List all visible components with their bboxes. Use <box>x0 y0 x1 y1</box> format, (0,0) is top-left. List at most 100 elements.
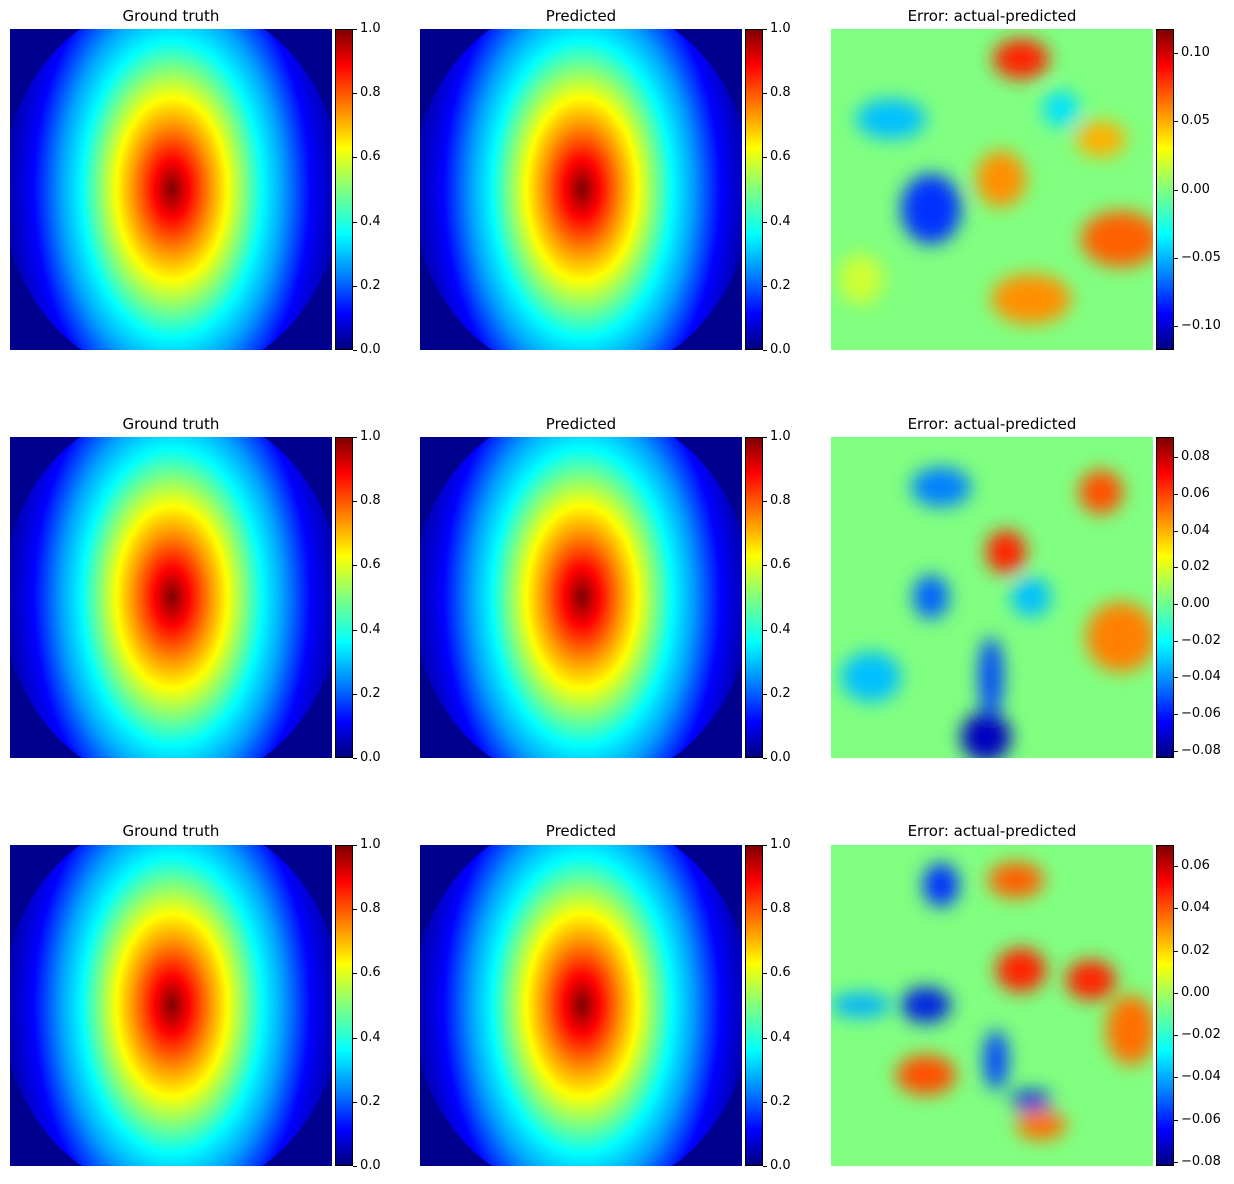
colorbar-tick-label: 0.0 <box>770 342 791 357</box>
colorbar-tick <box>353 501 357 502</box>
colorbar-tick <box>763 973 767 974</box>
colorbar-tick-label: 1.0 <box>770 429 791 444</box>
colorbar-tick-label: 0.04 <box>1181 523 1210 538</box>
panel-title: Ground truth <box>122 415 220 433</box>
colorbar-tick <box>1174 908 1178 909</box>
colorbar-tick <box>353 565 357 566</box>
colorbar-tick-label: 0.8 <box>360 901 381 916</box>
colorbar-tick-label: 0.08 <box>1181 449 1210 464</box>
colorbar-tick-label: 0.2 <box>360 278 381 293</box>
heatmap-ground-truth <box>10 845 332 1166</box>
colorbar-tick-label: 0.4 <box>770 214 791 229</box>
colorbar-tick <box>1174 326 1178 327</box>
colorbar-tick-label: 0.8 <box>770 493 791 508</box>
colorbar-tick <box>1174 993 1178 994</box>
colorbar-tick <box>1174 531 1178 532</box>
colorbar-tick-label: 0.4 <box>360 1030 381 1045</box>
colorbar-tick <box>763 630 767 631</box>
colorbar-tick-label: 0.2 <box>360 686 381 701</box>
colorbar-tick <box>763 350 767 351</box>
colorbar-tick <box>1174 714 1178 715</box>
colorbar-tick <box>1174 1120 1178 1121</box>
colorbar-tick-label: 0.4 <box>770 1030 791 1045</box>
colorbar-tick <box>353 909 357 910</box>
colorbar-tick <box>763 157 767 158</box>
colorbar-tick-label: −0.05 <box>1181 250 1221 265</box>
colorbar-tick <box>353 1102 357 1103</box>
colorbar-tick-label: 0.6 <box>360 557 381 572</box>
colorbar-tick <box>1174 641 1178 642</box>
colorbar-tick <box>1174 677 1178 678</box>
colorbar <box>335 845 353 1166</box>
colorbar-tick-label: 0.4 <box>360 214 381 229</box>
colorbar-tick-label: 1.0 <box>360 21 381 36</box>
colorbar-tick-label: 0.02 <box>1181 559 1210 574</box>
colorbar-tick <box>1174 751 1178 752</box>
colorbar-tick <box>763 694 767 695</box>
colorbar-tick-label: 0.2 <box>770 686 791 701</box>
colorbar-tick-label: 0.6 <box>770 557 791 572</box>
colorbar-tick-label: 0.0 <box>360 750 381 765</box>
colorbar-tick <box>1174 951 1178 952</box>
heatmap-error <box>831 437 1153 758</box>
colorbar-tick <box>353 437 357 438</box>
colorbar-tick-label: 0.0 <box>770 750 791 765</box>
colorbar-tick-label: −0.10 <box>1181 318 1221 333</box>
colorbar-tick <box>763 93 767 94</box>
colorbar-tick <box>1174 494 1178 495</box>
colorbar-tick-label: 0.2 <box>360 1094 381 1109</box>
colorbar-tick <box>353 845 357 846</box>
panel-title: Ground truth <box>122 822 220 840</box>
colorbar-tick-label: 0.4 <box>770 622 791 637</box>
colorbar-tick <box>1174 567 1178 568</box>
colorbar-tick <box>353 157 357 158</box>
colorbar-tick-label: 1.0 <box>360 429 381 444</box>
heatmap-error <box>831 845 1153 1166</box>
colorbar-tick <box>353 222 357 223</box>
colorbar-tick-label: −0.06 <box>1181 1112 1221 1127</box>
heatmap-ground-truth <box>10 437 332 758</box>
colorbar-tick <box>353 1038 357 1039</box>
colorbar-tick-label: 0.06 <box>1181 858 1210 873</box>
colorbar-tick-label: −0.04 <box>1181 669 1221 684</box>
colorbar-tick-label: 0.2 <box>770 1094 791 1109</box>
panel-title: Predicted <box>545 415 617 433</box>
colorbar-tick-label: 0.6 <box>360 965 381 980</box>
colorbar <box>1156 845 1174 1166</box>
colorbar-tick <box>353 29 357 30</box>
colorbar-tick-label: −0.08 <box>1181 743 1221 758</box>
colorbar-tick <box>763 758 767 759</box>
colorbar-tick <box>353 1166 357 1167</box>
colorbar-tick <box>763 1166 767 1167</box>
colorbar-tick <box>763 286 767 287</box>
colorbar-tick-label: −0.06 <box>1181 706 1221 721</box>
colorbar <box>1156 29 1174 350</box>
colorbar <box>1156 437 1174 758</box>
colorbar-tick <box>353 630 357 631</box>
colorbar-tick-label: −0.04 <box>1181 1069 1221 1084</box>
panel-title: Ground truth <box>122 7 220 25</box>
panel-title: Error: actual-predicted <box>907 415 1077 433</box>
colorbar-tick <box>763 565 767 566</box>
colorbar-tick <box>353 973 357 974</box>
colorbar-tick-label: 1.0 <box>360 837 381 852</box>
colorbar-tick <box>353 286 357 287</box>
colorbar-tick <box>1174 190 1178 191</box>
colorbar-tick <box>1174 258 1178 259</box>
colorbar-tick <box>763 1102 767 1103</box>
colorbar-tick <box>1174 457 1178 458</box>
colorbar-tick-label: 0.00 <box>1181 182 1210 197</box>
colorbar-tick-label: 0.6 <box>770 149 791 164</box>
colorbar <box>335 29 353 350</box>
colorbar-tick <box>353 350 357 351</box>
colorbar-tick <box>1174 1077 1178 1078</box>
colorbar-tick-label: 0.8 <box>770 901 791 916</box>
colorbar-tick <box>1174 53 1178 54</box>
colorbar-tick <box>353 694 357 695</box>
heatmap-predicted <box>420 29 742 350</box>
colorbar-tick-label: 0.06 <box>1181 486 1210 501</box>
heatmap-predicted <box>420 437 742 758</box>
colorbar-tick <box>763 845 767 846</box>
colorbar <box>745 29 763 350</box>
colorbar-tick <box>353 93 357 94</box>
